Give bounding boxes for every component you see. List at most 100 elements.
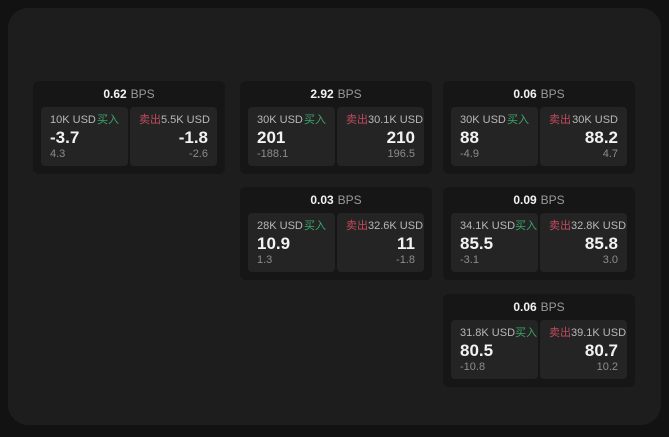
sell-delta: -2.6 [189,148,208,160]
buy-price: 10.9 [257,234,291,253]
quote-tiles: 28K USD 买入 10.9 1.3 卖出 32.6K USD 11 -1.8 [248,213,424,272]
sell-size: 30.1K USD [368,114,424,126]
spread-unit-label: BPS [540,87,565,101]
buy-tile[interactable]: 30K USD 买入 88 -4.9 [451,107,538,166]
spread-value: 0.09 [513,193,537,207]
sell-tile[interactable]: 卖出 32.6K USD 11 -1.8 [337,213,424,272]
spread-header: 0.62 BPS [41,81,217,107]
spread-unit-label: BPS [337,87,362,101]
buy-tile[interactable]: 34.1K USD 买入 85.5 -3.1 [451,213,538,272]
buy-tile-header: 10K USD 买入 [50,114,119,126]
spread-value: 2.92 [310,87,334,101]
quote-tiles: 30K USD 买入 201 -188.1 卖出 30.1K USD 210 1… [248,107,424,166]
spread-header: 0.06 BPS [451,294,627,320]
buy-delta: -3.1 [460,254,479,266]
spread-value: 0.06 [513,300,537,314]
buy-delta: -188.1 [257,148,289,160]
buy-tile[interactable]: 28K USD 买入 10.9 1.3 [248,213,335,272]
spread-unit-label: BPS [337,193,362,207]
quote-tiles: 10K USD 买入 -3.7 4.3 卖出 5.5K USD -1.8 -2.… [41,107,217,166]
sell-tile-header: 卖出 30.1K USD [346,114,423,126]
buy-size: 31.8K USD [460,327,516,339]
sell-price: 85.8 [584,234,618,253]
quote-tiles: 30K USD 买入 88 -4.9 卖出 30K USD 88.2 4.7 [451,107,627,166]
buy-delta: -4.9 [460,148,479,160]
sell-side-label: 卖出 [549,327,571,339]
sell-price: 210 [386,128,415,147]
sell-tile-header: 卖出 32.8K USD [549,220,626,232]
buy-price: 88 [460,128,479,147]
buy-size: 34.1K USD [460,220,516,232]
sell-delta: 196.5 [387,148,415,160]
sell-size: 32.8K USD [571,220,627,232]
buy-side-label: 买入 [304,114,326,126]
spread-header: 2.92 BPS [248,81,424,107]
sell-side-label: 卖出 [549,220,571,232]
sell-size: 30K USD [572,114,618,126]
spread-header: 0.03 BPS [248,187,424,213]
sell-size: 39.1K USD [571,327,627,339]
spread-unit-label: BPS [540,193,565,207]
buy-delta: -10.8 [460,361,486,373]
spread-unit-label: BPS [130,87,155,101]
spread-value: 0.03 [310,193,334,207]
buy-side-label: 买入 [515,220,538,232]
sell-tile[interactable]: 卖出 30K USD 88.2 4.7 [540,107,627,166]
buy-tile[interactable]: 31.8K USD 买入 80.5 -10.8 [451,320,538,379]
sell-delta: 10.2 [596,361,618,373]
sell-tile[interactable]: 卖出 39.1K USD 80.7 10.2 [540,320,627,379]
spread-header: 0.06 BPS [451,81,627,107]
sell-delta: 3.0 [602,254,618,266]
sell-tile[interactable]: 卖出 30.1K USD 210 196.5 [337,107,424,166]
sell-price: 88.2 [584,128,618,147]
buy-price: -3.7 [50,128,80,147]
buy-side-label: 买入 [507,114,529,126]
quote-card: 0.62 BPS 10K USD 买入 -3.7 4.3 卖出 5.5K USD… [33,81,225,174]
buy-side-label: 买入 [304,220,326,232]
buy-price: 85.5 [460,234,494,253]
quote-tiles: 34.1K USD 买入 85.5 -3.1 卖出 32.8K USD 85.8… [451,213,627,272]
spread-value: 0.06 [513,87,537,101]
buy-tile[interactable]: 30K USD 买入 201 -188.1 [248,107,335,166]
sell-delta: -1.8 [396,254,415,266]
spread-header: 0.09 BPS [451,187,627,213]
quote-card: 0.06 BPS 31.8K USD 买入 80.5 -10.8 卖出 39.1… [443,294,635,387]
buy-delta: 4.3 [50,148,66,160]
sell-side-label: 卖出 [139,114,161,126]
sell-price: 80.7 [584,341,618,360]
sell-tile-header: 卖出 32.6K USD [346,220,423,232]
quote-card: 0.06 BPS 30K USD 买入 88 -4.9 卖出 30K USD 8… [443,81,635,174]
quote-board-panel: 0.62 BPS 10K USD 买入 -3.7 4.3 卖出 5.5K USD… [8,8,661,425]
sell-tile-header: 卖出 30K USD [549,114,618,126]
buy-tile[interactable]: 10K USD 买入 -3.7 4.3 [41,107,128,166]
quote-card: 2.92 BPS 30K USD 买入 201 -188.1 卖出 30.1K … [240,81,432,174]
buy-side-label: 买入 [515,327,538,339]
buy-tile-header: 30K USD 买入 [257,114,326,126]
buy-tile-header: 31.8K USD 买入 [460,327,537,339]
sell-tile-header: 卖出 5.5K USD [139,114,210,126]
spread-value: 0.62 [103,87,127,101]
sell-side-label: 卖出 [549,114,571,126]
buy-size: 30K USD [257,114,303,126]
sell-size: 5.5K USD [161,114,210,126]
buy-size: 30K USD [460,114,506,126]
sell-tile[interactable]: 卖出 5.5K USD -1.8 -2.6 [130,107,217,166]
sell-price: 11 [397,234,415,253]
buy-delta: 1.3 [257,254,273,266]
buy-tile-header: 28K USD 买入 [257,220,326,232]
spread-unit-label: BPS [540,300,565,314]
buy-side-label: 买入 [97,114,119,126]
buy-price: 201 [257,128,286,147]
quote-card: 0.03 BPS 28K USD 买入 10.9 1.3 卖出 32.6K US… [240,187,432,280]
buy-tile-header: 30K USD 买入 [460,114,529,126]
sell-size: 32.6K USD [368,220,424,232]
buy-size: 28K USD [257,220,303,232]
sell-price: -1.8 [178,128,208,147]
sell-delta: 4.7 [602,148,618,160]
sell-tile[interactable]: 卖出 32.8K USD 85.8 3.0 [540,213,627,272]
buy-size: 10K USD [50,114,96,126]
buy-price: 80.5 [460,341,494,360]
sell-side-label: 卖出 [346,220,368,232]
sell-side-label: 卖出 [346,114,368,126]
quote-card: 0.09 BPS 34.1K USD 买入 85.5 -3.1 卖出 32.8K… [443,187,635,280]
